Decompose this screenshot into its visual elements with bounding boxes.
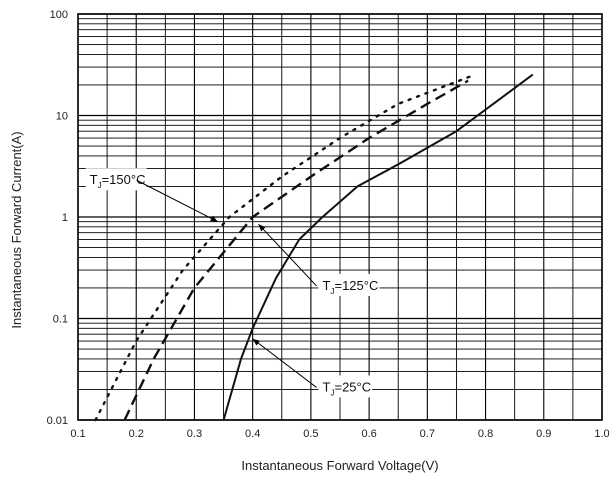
x-axis-title: Instantaneous Forward Voltage(V) — [241, 458, 438, 473]
y-tick-label: 1 — [62, 212, 68, 224]
tick-labels: 0.1 0.2 0.3 0.4 0.5 0.6 0.7 0.8 0.9 1.00.010.1110… — [47, 9, 610, 440]
annotation-background — [85, 168, 147, 191]
y-axis-title: Instantaneous Forward Current(A) — [9, 131, 24, 328]
annotation-arrowhead — [252, 338, 261, 346]
y-tick-label: 10 — [56, 111, 68, 123]
plot-frame — [77, 13, 603, 421]
y-tick-label: 0.1 — [53, 314, 68, 326]
annotation-arrowhead — [258, 224, 266, 232]
annotation-label: TJ=125°C — [323, 278, 379, 296]
y-tick-label: 100 — [50, 9, 68, 21]
annotation-leader-line — [136, 179, 218, 223]
grid — [77, 13, 603, 421]
y-tick-label: 0.01 — [47, 415, 68, 427]
x-tick-label: 0.9 — [536, 428, 551, 440]
annotation-background — [318, 273, 380, 296]
x-tick-label: 0.8 — [478, 428, 493, 440]
x-tick-label: 0.3 — [187, 428, 202, 440]
x-tick-label: 0.1 — [70, 428, 85, 440]
x-tick-label: 0.4 — [245, 428, 260, 440]
series-layer — [94, 73, 534, 422]
x-tick-label: 0.6 — [361, 428, 376, 440]
series-line — [123, 79, 469, 421]
x-tick-label: 0.2 — [129, 428, 144, 440]
x-tick-label: 1.0 — [594, 428, 609, 440]
annotation-leader-line — [252, 338, 317, 388]
annotation-label: TJ=25°C — [323, 379, 372, 397]
series-line — [222, 74, 534, 421]
x-tick-label: 0.5 — [303, 428, 318, 440]
annotation-leader-line — [258, 223, 317, 287]
annotation-label: TJ=150°C — [90, 172, 146, 190]
annotation-background — [318, 375, 373, 398]
annotation-arrowhead — [210, 215, 218, 222]
x-tick-label: 0.7 — [420, 428, 435, 440]
annotation-layer: TJ=150°C TJ=125°C TJ=25°C — [85, 168, 380, 398]
